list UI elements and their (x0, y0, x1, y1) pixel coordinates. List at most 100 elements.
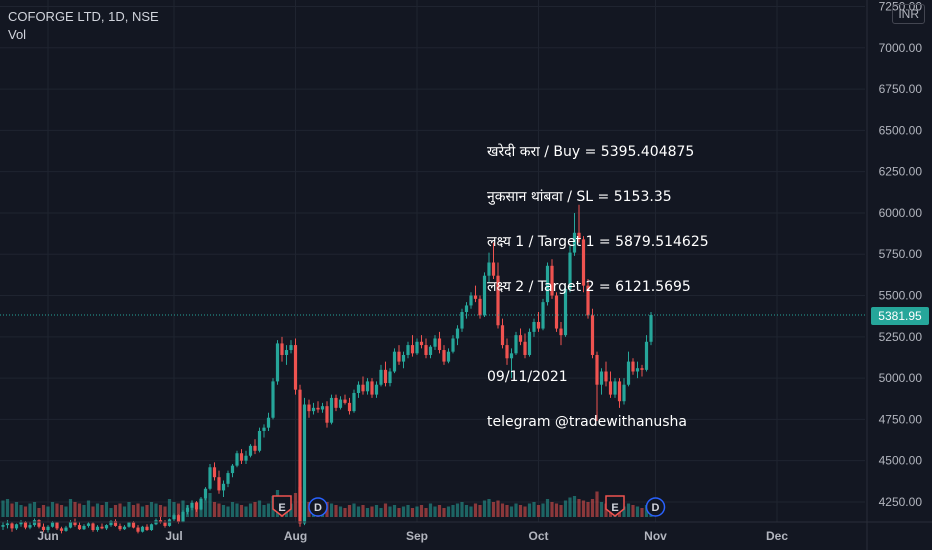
volume-bar (604, 503, 608, 517)
candle-body (505, 345, 509, 359)
volume-bar (419, 505, 424, 517)
candle-body (320, 406, 325, 410)
volume-bar (568, 497, 572, 517)
candle-body (527, 331, 532, 355)
candle-body (338, 399, 343, 408)
candle-body (343, 399, 347, 403)
volume-bar (14, 502, 19, 517)
volume-bar (50, 502, 55, 517)
volume-bar (536, 505, 541, 517)
y-tick-label: 5000.00 (879, 371, 923, 385)
x-tick-label: Nov (644, 529, 667, 543)
candle-body (496, 275, 500, 326)
candle-body (158, 520, 163, 523)
volume-bar (442, 508, 446, 517)
candle-body (262, 427, 266, 431)
candle-body (181, 511, 185, 522)
candle-body (397, 351, 401, 362)
volume-bar (244, 506, 248, 517)
candle-body (235, 453, 239, 466)
candle-body (46, 526, 50, 531)
volume-bar (41, 505, 46, 517)
candle-body (550, 265, 554, 296)
volume-bar (32, 502, 37, 517)
volume-bar (541, 503, 545, 517)
candle-body (140, 526, 145, 532)
volume-bar (235, 503, 239, 517)
note-line: नुकसान थांबवा / SL = 5153.35 (487, 189, 672, 205)
dividend-marker (308, 497, 328, 517)
volume-bar (104, 502, 109, 517)
candle-body (581, 239, 586, 286)
volume-bar (118, 503, 122, 517)
volume-bar (352, 503, 356, 517)
note-line (487, 325, 709, 340)
volume-indicator-label[interactable]: Vol (8, 27, 27, 42)
volume-bar (424, 508, 428, 517)
y-tick-label: 5750.00 (879, 247, 923, 261)
candle-body (649, 315, 653, 342)
candle-body (631, 361, 635, 372)
candle-body (73, 521, 77, 526)
candle-body (172, 515, 176, 520)
candle-body (635, 368, 640, 372)
volume-bar (563, 500, 568, 517)
volume-bar (131, 505, 136, 517)
y-tick-label: 4750.00 (879, 412, 923, 426)
volume-bar (361, 505, 365, 517)
candle-body (185, 507, 190, 512)
candle-body (572, 232, 577, 253)
candle-body (482, 275, 487, 316)
candle-body (352, 392, 356, 412)
volume-bar (329, 503, 334, 517)
volume-bar (334, 505, 338, 517)
volume-bar (172, 502, 176, 517)
candle-body (221, 483, 226, 491)
candle-body (190, 502, 194, 508)
symbol-title[interactable]: COFORGE LTD, 1D, NSE (8, 9, 159, 24)
volume-bar (10, 503, 14, 517)
candle-body (604, 371, 608, 382)
time-axis[interactable]: Jun Jul Aug Sep Oct Nov Dec (0, 521, 932, 543)
volume-bar (217, 503, 221, 517)
volume-bar (455, 503, 460, 517)
candle-body (131, 522, 136, 528)
volume-bar (451, 505, 455, 517)
candle-body (203, 488, 208, 499)
volume-bar (631, 505, 635, 517)
volume-bar (469, 506, 473, 517)
candle-body (365, 381, 370, 392)
candle-body (298, 389, 302, 524)
volume-bar (338, 506, 343, 517)
volume-bar (149, 502, 154, 517)
candle-body (280, 343, 284, 355)
price-candles (1, 204, 653, 534)
candle-body (347, 402, 352, 412)
volume-bar (46, 506, 50, 517)
candle-body (113, 520, 118, 526)
candle-body (568, 252, 572, 289)
volume-bar (523, 506, 527, 517)
y-tick-label: 7000.00 (879, 41, 923, 55)
volume-bar (82, 505, 86, 517)
candle-body (518, 335, 523, 342)
candle-body (361, 384, 365, 392)
volume-bar (248, 503, 253, 517)
volume-bar (163, 506, 167, 517)
volume-bar (635, 506, 640, 517)
candle-body (532, 321, 536, 332)
event-label: D (652, 502, 660, 514)
volume-bar (532, 502, 536, 517)
candle-body (383, 369, 388, 384)
candle-body (334, 397, 338, 408)
last-price-tag: 5381.95 (871, 307, 929, 325)
price-axis[interactable]: 7250.00 7000.00 6750.00 6500.00 6250.00 6000.… (866, 0, 923, 550)
candle-body (176, 515, 181, 522)
volume-bar (500, 503, 505, 517)
candle-body (41, 526, 46, 531)
candle-body (307, 404, 311, 412)
x-tick-label: Aug (284, 529, 307, 543)
volume-bar (28, 503, 32, 517)
